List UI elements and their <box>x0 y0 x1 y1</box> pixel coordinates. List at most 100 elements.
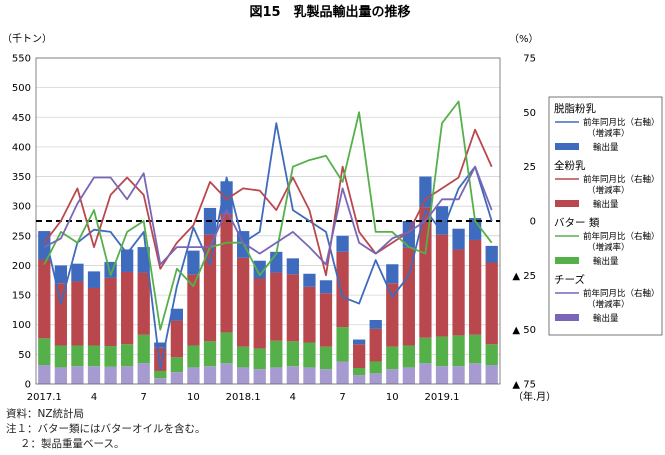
bar-全粉乳 <box>353 344 366 368</box>
bar-チーズ <box>286 366 299 384</box>
legend-line-sublabel: （増減率） <box>587 185 630 196</box>
bar-脱脂粉乳 <box>386 264 399 284</box>
y-left-tick-label: 300 <box>12 202 31 213</box>
bar-全粉乳 <box>452 249 465 336</box>
bar-脱脂粉乳 <box>353 339 366 345</box>
bar-脱脂粉乳 <box>253 260 266 279</box>
bar-チーズ <box>469 363 482 384</box>
footnote-2: ２：製品重量ベース。 <box>20 438 125 450</box>
bar-全粉乳 <box>54 283 67 346</box>
legend-bar-label: 輸出量 <box>593 142 619 153</box>
legend-bar-swatch <box>555 257 579 264</box>
y-left-tick-label: 500 <box>12 83 31 94</box>
legend-bar-swatch <box>555 314 579 321</box>
bar-バター類 <box>402 345 415 368</box>
legend-box <box>548 96 663 336</box>
x-tick-label: 10 <box>187 392 200 403</box>
source-note: 資料：NZ統計局 <box>6 408 85 420</box>
y-right-tick-label: 0 <box>530 217 536 228</box>
bar-バター類 <box>170 357 183 373</box>
bar-チーズ <box>303 367 316 384</box>
x-tick-label: 4 <box>290 392 296 403</box>
x-axis-unit: （年.月） <box>513 390 556 403</box>
bar-チーズ <box>104 366 117 384</box>
bar-チーズ <box>237 367 250 384</box>
bar-バター類 <box>452 335 465 367</box>
bar-バター類 <box>419 337 432 364</box>
legend-line-label: 前年同月比（右軸） <box>583 288 660 299</box>
bar-チーズ <box>137 363 150 384</box>
bar-バター類 <box>386 346 399 370</box>
y-right-tick-label: 25 <box>523 162 536 173</box>
y-left-tick-label: 250 <box>12 231 31 242</box>
bar-チーズ <box>419 363 432 384</box>
legend-line-label: 前年同月比（右軸） <box>583 117 660 128</box>
bar-チーズ <box>170 372 183 384</box>
bar-チーズ <box>270 367 283 384</box>
bar-脱脂粉乳 <box>154 342 167 348</box>
bar-全粉乳 <box>286 274 299 342</box>
bar-脱脂粉乳 <box>419 176 432 208</box>
bar-全粉乳 <box>435 234 449 337</box>
bar-チーズ <box>369 373 382 384</box>
bar-チーズ <box>353 375 366 384</box>
y-left-tick-label: 150 <box>12 291 31 302</box>
bar-全粉乳 <box>170 320 183 358</box>
bar-脱脂粉乳 <box>286 258 299 275</box>
bar-チーズ <box>253 369 266 384</box>
bar-全粉乳 <box>402 247 415 346</box>
y-left-tick-label: 350 <box>12 172 31 183</box>
bar-バター類 <box>485 344 498 366</box>
bar-チーズ <box>435 366 449 384</box>
bar-バター類 <box>237 346 250 368</box>
legend-line-label: 前年同月比（右軸） <box>583 174 660 185</box>
x-tick-label: 7 <box>339 392 345 403</box>
bar-脱脂粉乳 <box>87 271 101 288</box>
bar-バター類 <box>353 367 366 376</box>
bar-チーズ <box>485 365 498 384</box>
legend-line-sublabel: （増減率） <box>587 299 630 310</box>
bar-全粉乳 <box>220 213 233 333</box>
bar-チーズ <box>319 369 333 384</box>
bar-全粉乳 <box>137 272 150 335</box>
bar-チーズ <box>121 366 134 384</box>
bar-全粉乳 <box>71 281 84 346</box>
line-チーズ 前年同月比（右軸）（増減率） <box>43 165 493 266</box>
y-left-tick-label: 550 <box>12 54 31 65</box>
bar-バター類 <box>187 345 200 368</box>
x-tick-label: 2019.1 <box>425 392 460 403</box>
chart-title: 図15 乳製品輸出量の推移 <box>249 4 410 20</box>
bar-脱脂粉乳 <box>369 319 382 329</box>
legend-group-title: 脱脂粉乳 <box>554 102 596 115</box>
legend-group-title: バター 類 <box>554 217 600 229</box>
x-tick-label: 7 <box>141 392 147 403</box>
legend-line-sublabel: （増減率） <box>587 242 630 253</box>
bar-バター類 <box>303 342 316 368</box>
left-axis-unit: （千トン） <box>2 33 52 45</box>
legend-group-title: チーズ <box>554 273 585 286</box>
bar-全粉乳 <box>336 251 349 328</box>
y-left-tick-label: 400 <box>12 142 31 153</box>
bar-バター類 <box>220 332 233 364</box>
bar-チーズ <box>87 366 101 384</box>
bar-全粉乳 <box>253 278 266 349</box>
bar-バター類 <box>336 327 349 362</box>
bar-チーズ <box>452 366 465 384</box>
bar-チーズ <box>38 365 51 384</box>
bar-チーズ <box>187 367 200 384</box>
bar-全粉乳 <box>303 286 316 343</box>
legend-bar-label: 輸出量 <box>593 256 619 267</box>
y-right-tick-label: 75 <box>523 54 536 65</box>
bar-バター類 <box>121 344 134 367</box>
bar-全粉乳 <box>270 272 283 341</box>
bar-バター類 <box>38 338 51 366</box>
y-right-tick-label: ▲ 75 <box>512 380 536 391</box>
bar-チーズ <box>154 378 167 384</box>
bar-脱脂粉乳 <box>485 245 498 263</box>
bar-バター類 <box>369 361 382 374</box>
y-left-tick-label: 200 <box>12 261 31 272</box>
bar-バター類 <box>137 334 150 364</box>
bar-脱脂粉乳 <box>469 218 482 240</box>
line-バター類 前年同月比（右軸）（増減率） <box>43 100 493 331</box>
